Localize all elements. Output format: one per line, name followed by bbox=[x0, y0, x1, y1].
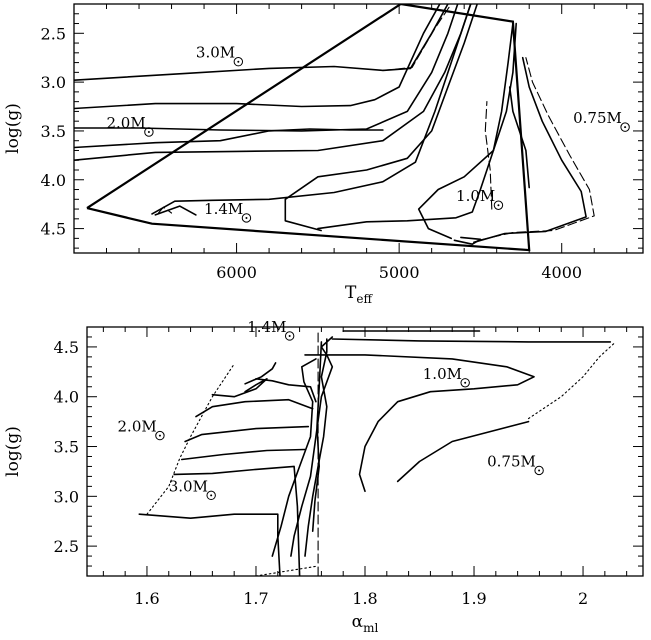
y-tick-label: 4.0 bbox=[41, 171, 66, 190]
track-line bbox=[255, 377, 317, 403]
solar-symbol-dot bbox=[158, 434, 161, 437]
track-line-dashed bbox=[484, 101, 493, 210]
mass-label: 2.0M bbox=[107, 114, 146, 132]
track-line bbox=[284, 4, 479, 232]
solar-symbol-icon bbox=[206, 490, 216, 501]
solar-symbol-dot bbox=[288, 334, 291, 337]
alpha-logg-panel: 1.6 1.7 1.8 1.9 2 2.5 3.0 3.5 4.0 4.5 αml log(g) 3.0… bbox=[3, 318, 644, 635]
plot-frame bbox=[86, 326, 644, 577]
solar-symbol-dot bbox=[624, 126, 627, 129]
solar-symbol-dot bbox=[147, 131, 150, 134]
track-line bbox=[417, 22, 518, 240]
track-line bbox=[74, 4, 449, 81]
track-line bbox=[396, 420, 530, 483]
track-line bbox=[74, 4, 472, 161]
mass-label: 2.0M bbox=[118, 418, 157, 436]
y-axis-label: log(g) bbox=[3, 103, 23, 154]
mass-label: 0.75M bbox=[487, 452, 536, 470]
solar-symbol-icon bbox=[460, 378, 470, 388]
solar-symbol-icon bbox=[284, 331, 295, 341]
y-tick-label: 4.0 bbox=[54, 388, 79, 407]
track-line bbox=[331, 338, 612, 343]
x-tick-label: 1.9 bbox=[461, 589, 486, 608]
x-tick-label: 6000 bbox=[216, 263, 257, 282]
x-tick-label: 1.7 bbox=[243, 589, 268, 608]
track-line bbox=[244, 362, 277, 385]
solar-symbol-dot bbox=[464, 381, 467, 384]
track-line bbox=[473, 56, 587, 244]
solar-symbol-dot bbox=[538, 469, 541, 472]
track-line bbox=[154, 205, 197, 216]
track-line bbox=[181, 448, 306, 461]
track-line-dotted bbox=[527, 341, 617, 420]
track-line bbox=[290, 336, 334, 557]
x-axis-label: Teff bbox=[345, 283, 373, 306]
track-line bbox=[173, 465, 301, 576]
track-line bbox=[74, 4, 459, 132]
track-line bbox=[317, 22, 514, 230]
mass-label: 1.4M bbox=[247, 318, 286, 336]
track-line bbox=[211, 377, 268, 398]
data-layer bbox=[74, 4, 595, 252]
teff-logg-panel: 6000 5000 4000 2.5 3.0 3.5 4.0 4.5 Teff log(g) 3.0… bbox=[3, 3, 644, 306]
track-line bbox=[138, 513, 281, 576]
track-line bbox=[508, 86, 531, 189]
solar-symbol-icon bbox=[155, 430, 165, 441]
solar-symbol-dot bbox=[497, 204, 500, 207]
x-tick-label: 4000 bbox=[541, 263, 582, 282]
track-line bbox=[151, 4, 472, 215]
track-line-dashed bbox=[478, 57, 595, 241]
x-axis-label: αml bbox=[352, 612, 379, 635]
y-tick-label: 2.5 bbox=[54, 537, 79, 556]
solar-symbol-dot bbox=[245, 216, 248, 219]
solar-symbol-icon bbox=[493, 200, 504, 210]
data-layer bbox=[138, 328, 617, 576]
solar-symbol-dot bbox=[237, 60, 240, 63]
y-tick-label: 2.5 bbox=[41, 24, 66, 43]
mass-label: 3.0M bbox=[169, 477, 208, 495]
track-line bbox=[195, 398, 314, 418]
y-tick-label: 3.0 bbox=[54, 487, 79, 506]
track-line bbox=[304, 354, 535, 493]
mass-label: 0.75M bbox=[573, 109, 622, 127]
track-line bbox=[304, 338, 328, 557]
solar-symbol-dot bbox=[210, 494, 213, 497]
x-tick-label: 5000 bbox=[379, 263, 420, 282]
solar-symbol-icon bbox=[233, 57, 244, 67]
track-line-dashed bbox=[157, 206, 173, 214]
track-line-dashed bbox=[382, 4, 452, 71]
track-line-dotted bbox=[255, 565, 319, 576]
y-axis-label: log(g) bbox=[3, 426, 23, 477]
x-tick-label: 1.6 bbox=[134, 589, 159, 608]
mass-label: 1.4M bbox=[204, 200, 243, 218]
y-tick-label: 4.5 bbox=[41, 220, 66, 239]
y-tick-label: 3.5 bbox=[54, 438, 79, 457]
y-tick-label: 3.0 bbox=[41, 73, 66, 92]
solar-symbol-icon bbox=[534, 465, 544, 476]
track-line bbox=[74, 128, 384, 149]
track-line bbox=[184, 425, 310, 443]
mass-label: 1.0M bbox=[423, 365, 462, 383]
solar-symbol-icon bbox=[241, 213, 252, 223]
solar-symbol-icon bbox=[144, 127, 154, 137]
x-axis-label-subscript: eff bbox=[356, 292, 373, 306]
y-tick-label: 4.5 bbox=[54, 338, 79, 357]
track-line bbox=[271, 358, 317, 557]
x-axis-label-subscript: ml bbox=[363, 621, 378, 635]
track-line bbox=[74, 4, 441, 110]
x-tick-label: 2 bbox=[578, 589, 588, 608]
y-tick-label: 3.5 bbox=[41, 122, 66, 141]
solar-symbol-icon bbox=[620, 122, 630, 132]
mass-label: 3.0M bbox=[196, 44, 235, 62]
track-line bbox=[311, 341, 323, 533]
track-line-dotted bbox=[146, 363, 235, 515]
x-tick-label: 1.8 bbox=[352, 589, 377, 608]
mass-label: 1.0M bbox=[456, 187, 495, 205]
